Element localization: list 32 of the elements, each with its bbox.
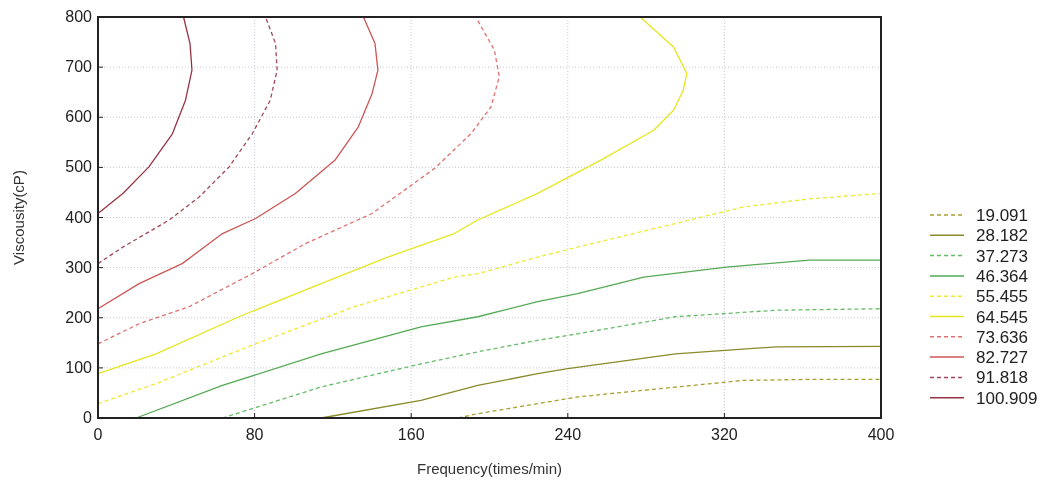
legend-label: 100.909 xyxy=(976,388,1038,408)
line-series xyxy=(135,259,882,419)
y-tick-label: 300 xyxy=(65,258,93,276)
legend-label: 37.273 xyxy=(976,246,1028,266)
y-tick-label: 800 xyxy=(65,8,93,25)
legend-label: 91.818 xyxy=(976,368,1028,388)
line-series xyxy=(97,16,193,215)
y-axis-title: Viscousity(cP) xyxy=(10,170,27,265)
x-tick-label: 240 xyxy=(554,426,582,443)
x-tick-label: 80 xyxy=(245,426,264,443)
legend-label: 73.636 xyxy=(976,327,1028,347)
legend-label: 64.545 xyxy=(976,307,1028,327)
legend-label: 28.182 xyxy=(976,226,1028,246)
line-series xyxy=(97,192,882,405)
x-tick-label: 320 xyxy=(711,426,738,443)
y-tick-label: 700 xyxy=(65,58,93,76)
y-tick-label: 400 xyxy=(65,208,93,226)
y-tick-label: 200 xyxy=(65,308,93,326)
y-tick-label: 0 xyxy=(83,409,93,426)
y-tick-label: 600 xyxy=(65,108,93,126)
line-series xyxy=(97,16,379,310)
x-tick-label: 160 xyxy=(397,426,425,443)
legend-label: 82.727 xyxy=(976,348,1028,368)
y-tick-label: 100 xyxy=(65,358,93,376)
legend-label: 46.364 xyxy=(976,266,1028,286)
line-series xyxy=(97,16,688,375)
legend-label: 55.455 xyxy=(976,287,1028,307)
legend-label: 19.091 xyxy=(976,206,1028,225)
x-tick-label: 400 xyxy=(867,426,895,443)
y-tick-label: 500 xyxy=(65,158,93,176)
line-series xyxy=(97,16,278,265)
x-axis-title: Frequency(times/min) xyxy=(416,460,563,477)
